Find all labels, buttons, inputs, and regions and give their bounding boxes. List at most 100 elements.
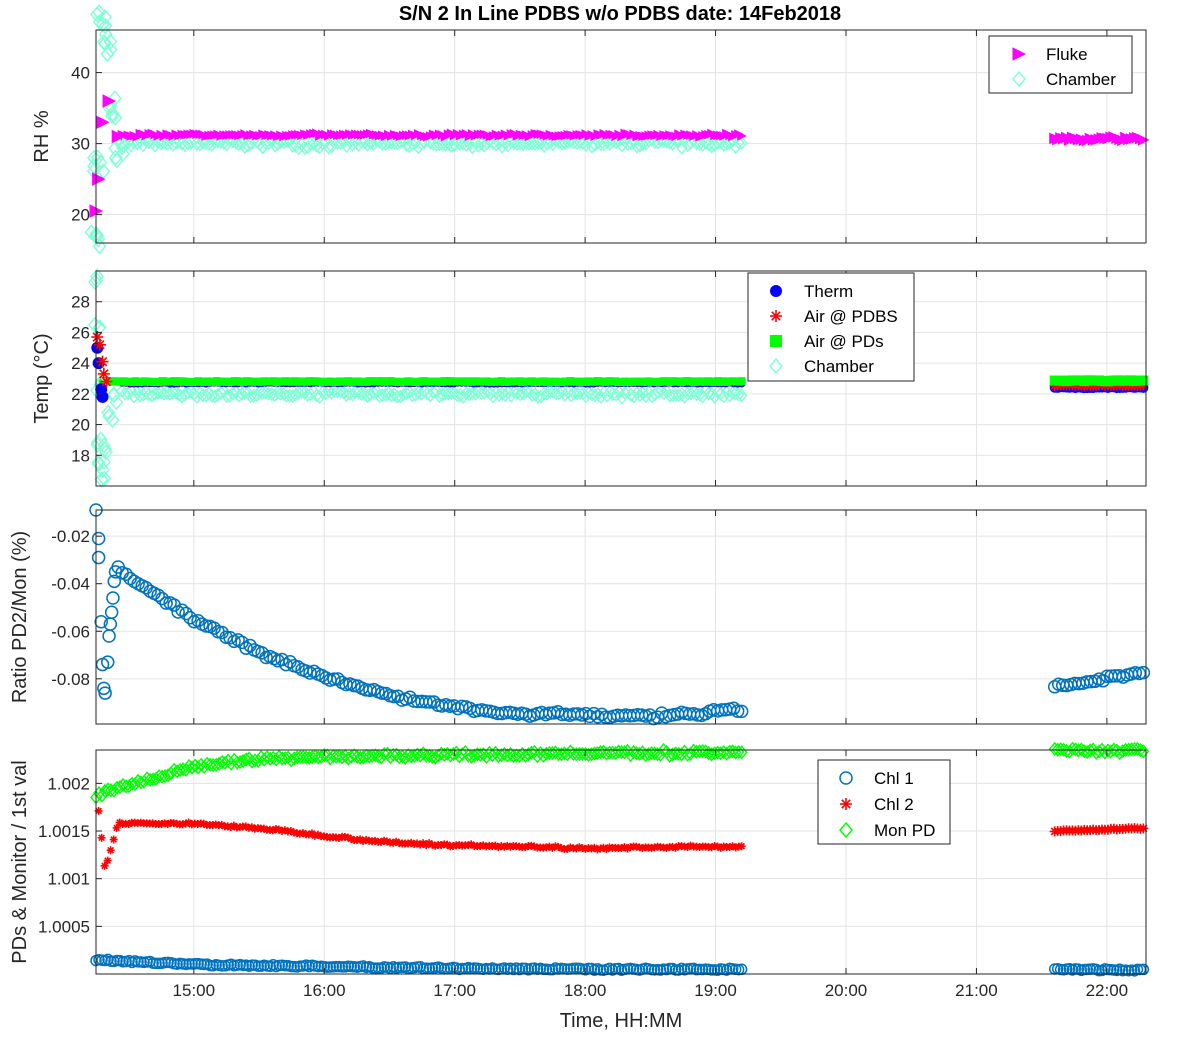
temp-air-pdbs-point: [100, 375, 113, 388]
legend-marker: [840, 798, 852, 810]
rh-chamber-point: [90, 6, 104, 23]
ratio-point: [106, 591, 120, 605]
ratio-point: [94, 615, 108, 629]
rh-chamber-series: [116, 132, 748, 156]
temp-chamber-point: [109, 394, 124, 411]
y-tick-label: -0.02: [51, 527, 90, 546]
legend-marker: [839, 771, 853, 785]
legend-temp: Therm Air @ PDBS Air @ PDs Chamber: [747, 272, 915, 382]
temp-chamber-point: [87, 316, 102, 333]
temp-chamber-point: [95, 461, 110, 478]
axes-box: [95, 509, 1147, 725]
legend-marker: [769, 357, 783, 375]
temp-chamber-point: [97, 470, 112, 487]
temp-chamber-point: [97, 441, 112, 458]
temp-chamber-point: [106, 387, 121, 404]
y-tick-label: -0.08: [51, 670, 90, 689]
rh-fluke-point: [111, 129, 126, 144]
y-tick-label: 20: [71, 206, 90, 225]
y-tick-label: 1.002: [47, 774, 90, 793]
rh-chamber-point: [87, 149, 101, 166]
y-axis-label: Temp (°C): [31, 333, 53, 423]
rh-chamber-point: [107, 90, 122, 107]
rh-chamber-point: [108, 109, 123, 126]
pds-mon-late: [1048, 741, 1150, 761]
legend-label: Air @ PDs: [804, 332, 884, 351]
tick-labels: 20 30 40 RH % 18 20 22 24 26 28 Temp (°C) -0.02 -0.0…: [9, 64, 1128, 1000]
x-tick-label: 20:00: [825, 981, 868, 1000]
x-tick-label: 16:00: [303, 981, 346, 1000]
legend-marker: [770, 335, 782, 347]
rh-chamber-point: [98, 17, 113, 35]
y-tick-label: 28: [71, 293, 90, 312]
y-tick-label: 24: [71, 354, 90, 373]
legend-label: Fluke: [1046, 45, 1088, 64]
y-tick-label: 26: [71, 323, 90, 342]
rh-chamber-point: [92, 238, 107, 255]
rh-fluke-late-series: [1049, 131, 1150, 147]
ratio-point: [91, 550, 106, 565]
pds-chl1-series: [90, 953, 748, 976]
pds-chl1-late: [1048, 963, 1150, 977]
axes-box: [95, 749, 1147, 975]
rh-fluke-series: [117, 128, 747, 142]
legend-pds: Chl 1 Chl 2 Mon PD: [817, 759, 951, 845]
temp-chamber-point: [105, 411, 120, 429]
legend-label: Chamber: [804, 357, 874, 376]
x-axis-label: Time, HH:MM: [560, 1010, 683, 1032]
legend-marker: [839, 821, 853, 839]
pds-chl2-series: [94, 806, 746, 870]
temp-chamber-point: [101, 404, 116, 421]
ratio-point: [102, 629, 116, 643]
x-tick-label: 21:00: [955, 981, 998, 1000]
gridlines: [96, 30, 1146, 974]
chart-title: S/N 2 In Line PDBS w/o PDBS date: 14Feb2…: [399, 3, 841, 25]
y-tick-label: 1.0005: [38, 917, 90, 936]
rh-chamber-point: [98, 26, 113, 43]
temp-air-pds-late: [1049, 375, 1149, 387]
temp-chamber-point: [90, 436, 105, 454]
legend-label: Therm: [804, 282, 853, 301]
y-tick-label: -0.06: [51, 622, 90, 641]
rh-chamber-point: [114, 135, 128, 152]
legends: Fluke Chamber Therm Air @ PDBS Air @ PDs Cham…: [747, 35, 1133, 845]
rh-chamber-point: [105, 107, 119, 125]
y-tick-label: -0.04: [51, 575, 90, 594]
axes-box: [95, 29, 1147, 244]
temp-chamber-series: [116, 383, 748, 405]
y-tick-label: 30: [71, 135, 90, 154]
ratio-point: [98, 686, 112, 700]
legend-label: Chl 1: [874, 769, 914, 788]
legend-label: Air @ PDBS: [804, 307, 898, 326]
y-tick-label: 40: [71, 64, 90, 83]
x-tick-label: 15:00: [173, 981, 216, 1000]
rh-fluke-point: [92, 172, 106, 186]
temp-chamber-point: [91, 454, 106, 471]
pds-chl2-late: [1049, 823, 1149, 837]
ratio-point: [104, 605, 119, 619]
temp-air-pdbs-point: [97, 367, 110, 380]
legend-marker: [770, 310, 782, 322]
rh-fluke-point: [96, 115, 110, 130]
ratio-series: [111, 560, 749, 726]
temp-chamber-point: [90, 268, 104, 285]
ratio-point: [100, 655, 115, 669]
legend-marker: [1012, 70, 1026, 88]
ratio-point: [107, 574, 122, 589]
rh-chamber-point: [98, 8, 112, 26]
ratio-point: [108, 565, 123, 579]
data-marks: [84, 4, 1151, 977]
rh-fluke-point: [102, 94, 117, 108]
y-tick-label: 20: [71, 416, 90, 435]
ratio-point: [91, 531, 106, 546]
rh-chamber-point: [100, 46, 115, 63]
x-tick-label: 19:00: [694, 981, 737, 1000]
y-tick-label: 1.0015: [38, 822, 90, 841]
temp-chamber-point: [88, 273, 102, 291]
axes-frames: [95, 29, 1147, 975]
rh-spike: [84, 4, 131, 255]
y-axis-label: RH %: [31, 110, 53, 162]
y-tick-label: 1.001: [47, 870, 90, 889]
x-tick-label: 17:00: [433, 981, 476, 1000]
